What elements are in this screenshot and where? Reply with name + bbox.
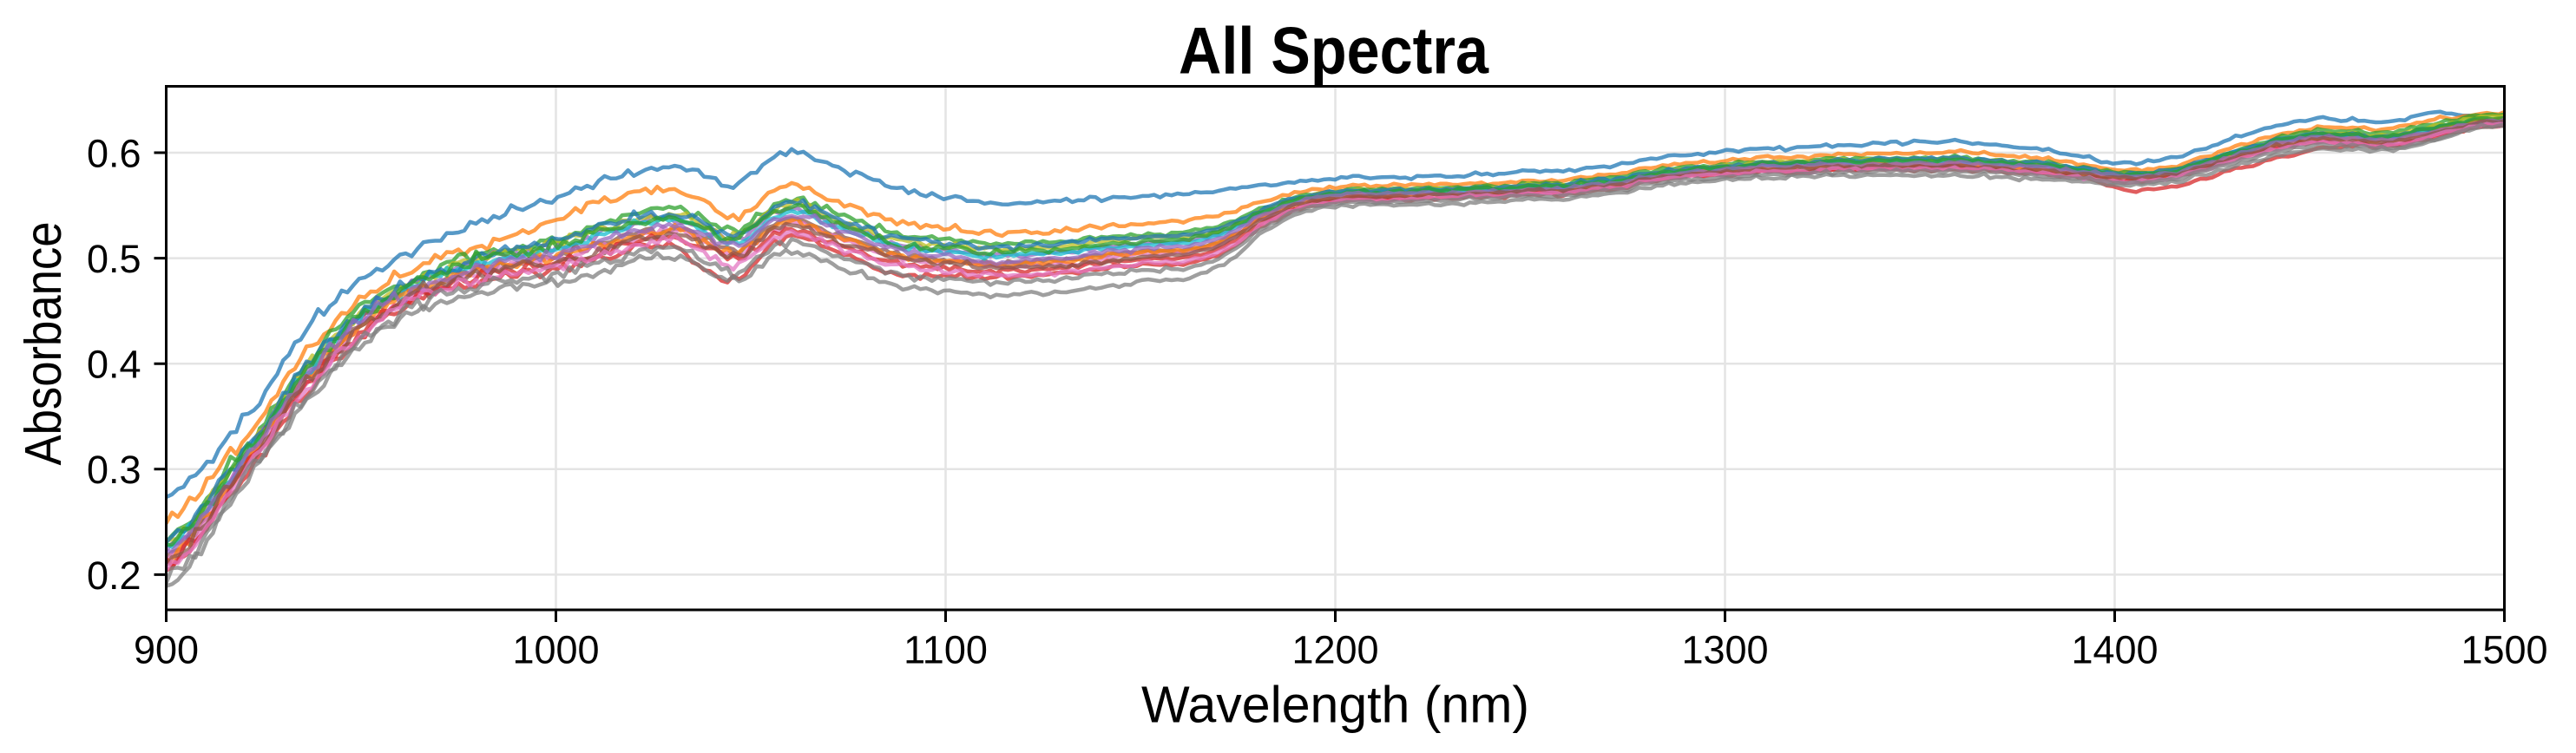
svg-text:900: 900 (134, 628, 199, 672)
svg-text:1200: 1200 (1291, 628, 1378, 672)
svg-text:0.4: 0.4 (87, 343, 141, 387)
svg-text:0.5: 0.5 (87, 237, 141, 281)
svg-text:1000: 1000 (512, 628, 599, 672)
svg-text:1300: 1300 (1681, 628, 1768, 672)
svg-text:1500: 1500 (2461, 628, 2547, 672)
svg-text:0.3: 0.3 (87, 448, 141, 492)
svg-text:Absorbance: Absorbance (15, 222, 72, 466)
svg-text:Wavelength (nm): Wavelength (nm) (1141, 677, 1529, 734)
svg-text:0.6: 0.6 (87, 131, 141, 175)
svg-text:1100: 1100 (904, 628, 988, 672)
svg-text:0.2: 0.2 (87, 553, 141, 598)
svg-text:1400: 1400 (2071, 628, 2158, 672)
svg-text:All Spectra: All Spectra (1179, 15, 1489, 88)
